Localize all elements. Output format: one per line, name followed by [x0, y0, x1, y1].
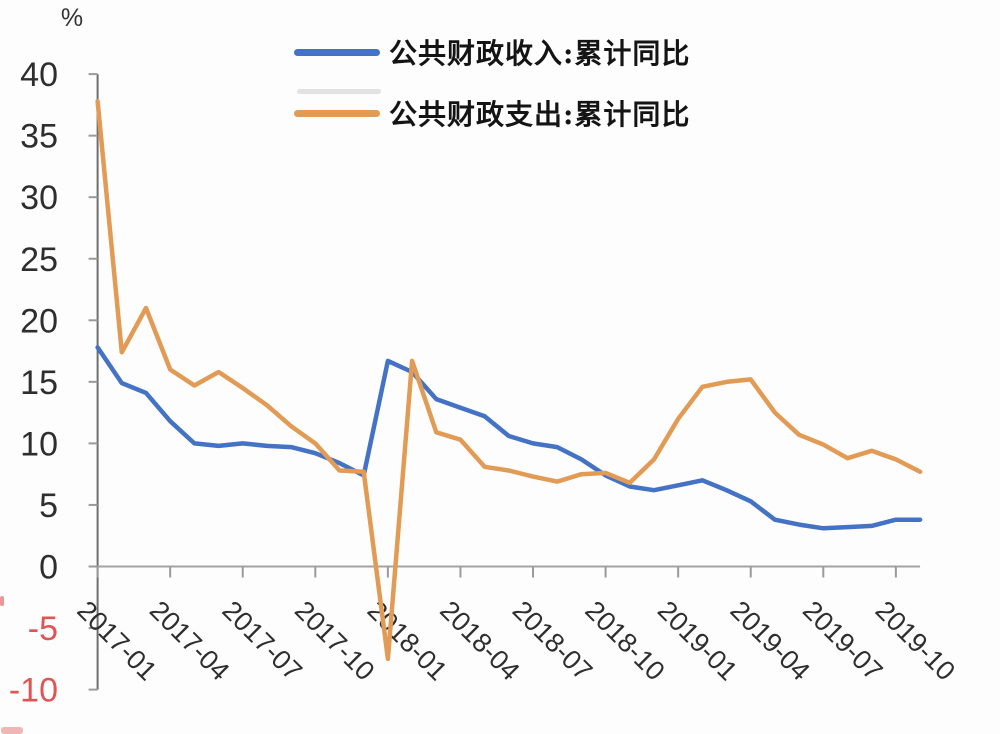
svg-text:2018-10: 2018-10 — [579, 595, 670, 686]
svg-text:35: 35 — [20, 118, 58, 156]
svg-text:-10: -10 — [9, 672, 58, 710]
svg-text:2019-04: 2019-04 — [724, 595, 815, 686]
svg-text:5: 5 — [39, 487, 58, 525]
expenditure-line-swatch — [294, 109, 380, 117]
legend-divider-line — [297, 89, 381, 94]
svg-text:30: 30 — [20, 179, 58, 217]
legend-item-expenditure: 公共财政支出:累计同比 — [294, 97, 690, 131]
revenue-line-swatch — [294, 48, 380, 56]
svg-text:0: 0 — [39, 549, 58, 587]
svg-text:2017-10: 2017-10 — [289, 595, 380, 686]
svg-text:2018-07: 2018-07 — [507, 595, 598, 686]
svg-text:10: 10 — [20, 425, 58, 463]
legend-label-expenditure: 公共财政支出:累计同比 — [389, 98, 691, 131]
svg-text:2019-07: 2019-07 — [797, 595, 888, 686]
svg-text:2018-01: 2018-01 — [362, 595, 453, 686]
svg-text:25: 25 — [20, 241, 58, 279]
svg-text:2017-07: 2017-07 — [216, 595, 307, 686]
svg-text:2019-10: 2019-10 — [870, 595, 961, 686]
cropped-left-edge-mark — [0, 596, 4, 606]
svg-text:2019-01: 2019-01 — [652, 595, 743, 686]
svg-text:%: % — [61, 4, 83, 32]
svg-text:2018-04: 2018-04 — [434, 595, 525, 686]
legend-item-revenue: 公共财政收入:累计同比 — [294, 36, 690, 70]
svg-text:-5: -5 — [28, 610, 58, 648]
svg-text:2017-04: 2017-04 — [144, 595, 235, 686]
cropped-bottom-edge-mark — [1, 727, 23, 734]
legend-label-revenue: 公共财政收入:累计同比 — [389, 37, 691, 70]
svg-text:40: 40 — [20, 56, 58, 94]
legend: 公共财政收入:累计同比 公共财政支出:累计同比 — [294, 36, 690, 131]
svg-text:20: 20 — [20, 302, 58, 340]
svg-text:2017-01: 2017-01 — [71, 595, 162, 686]
svg-text:15: 15 — [20, 364, 58, 402]
